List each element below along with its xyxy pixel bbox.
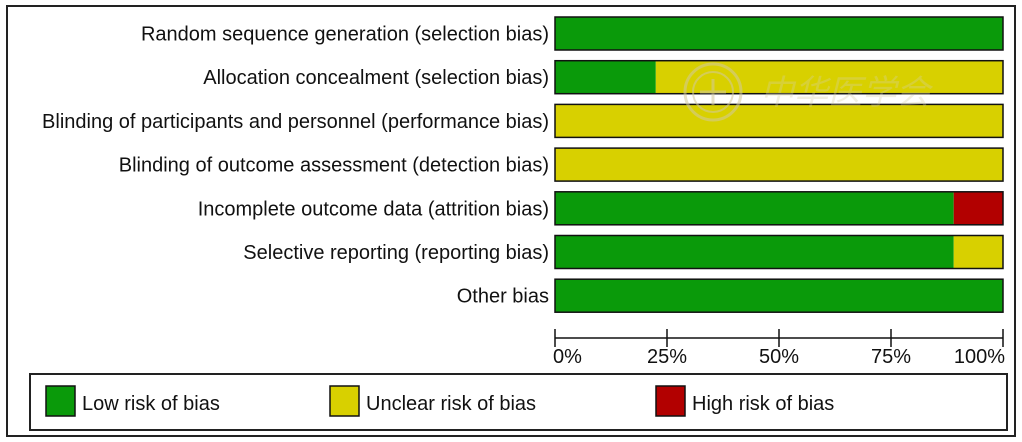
bar-outline (554, 191, 1004, 226)
category-label: Other bias (457, 286, 549, 308)
bar-segment (555, 191, 954, 225)
legend-swatch (45, 385, 76, 417)
x-tick-label: 0% (553, 346, 582, 368)
legend-label: High risk of bias (692, 393, 834, 415)
legend: Low risk of bias Unclear risk of bias High… (45, 385, 834, 417)
category-label: Blinding of participants and personnel (… (42, 111, 549, 133)
category-label: Selective reporting (reporting bias) (243, 242, 549, 264)
x-tick-label: 75% (871, 346, 911, 368)
category-label: Random sequence generation (selection bi… (141, 24, 549, 46)
category-labels-group: Random sequence generation (selection bi… (42, 24, 549, 308)
bar-segment (953, 191, 1003, 225)
legend-label: Low risk of bias (82, 393, 220, 415)
bar-segment (555, 104, 1003, 138)
legend-box (29, 373, 1008, 431)
bar-segment (555, 235, 954, 269)
bar-outline (554, 278, 1004, 313)
bar-outline (554, 16, 1004, 51)
x-tick-label: 25% (647, 346, 687, 368)
category-label: Allocation concealment (selection bias) (203, 67, 549, 89)
watermark-text: 中华医学会 (760, 73, 934, 113)
bars-group (554, 16, 1004, 313)
bar-segment (555, 279, 1003, 313)
bar-segment (555, 17, 1003, 50)
legend-label: Unclear risk of bias (366, 393, 536, 415)
legend-swatch (329, 385, 360, 417)
category-label: Blinding of outcome assessment (detectio… (119, 155, 549, 177)
x-tick-label: 50% (759, 346, 799, 368)
bar-outline (554, 103, 1004, 139)
bar-segment (555, 60, 656, 94)
bar-outline (554, 147, 1004, 182)
bar-segment (555, 148, 1003, 182)
x-axis: 0% 25% 50% 75% 100% (553, 329, 1005, 368)
x-tick-label: 100% (954, 346, 1005, 368)
category-label: Incomplete outcome data (attrition bias) (198, 198, 549, 220)
bar-outline (554, 59, 1004, 95)
legend-swatch (655, 385, 686, 417)
watermark: 中华医学会 (683, 62, 934, 122)
bar-segment (953, 235, 1003, 269)
seal-emblem-icon (683, 62, 743, 122)
bar-outline (554, 234, 1004, 270)
